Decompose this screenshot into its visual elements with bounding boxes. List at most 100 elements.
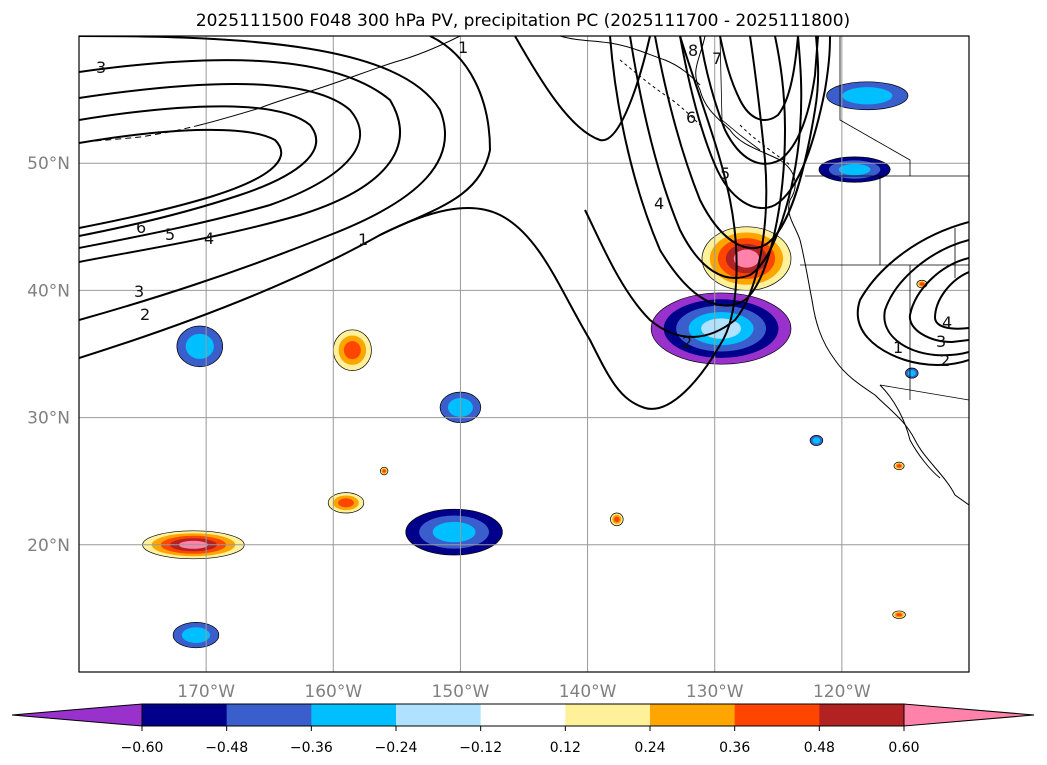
lon-label: 120°W	[813, 682, 871, 702]
colorbar-label: −0.12	[459, 740, 502, 756]
border-bc-yukon	[839, 36, 911, 176]
pv-contour-trough-8	[719, 36, 799, 121]
pv-contour-trough-7	[699, 36, 819, 165]
colorbar-label: −0.60	[121, 740, 164, 756]
lat-label: 30°N	[27, 409, 70, 429]
precip-shade	[907, 369, 916, 377]
precip-blob	[905, 367, 919, 379]
precip-blob	[172, 622, 220, 649]
colorbar-label: −0.24	[375, 740, 418, 756]
lat-label: 20°N	[27, 536, 70, 556]
map-background	[79, 36, 969, 672]
precip-blob	[332, 329, 372, 371]
gridlines	[79, 36, 969, 672]
precip-blob	[893, 461, 905, 471]
pv-label: 3	[134, 282, 144, 301]
precip-shade	[343, 341, 361, 360]
pv-contour-trough-4	[629, 36, 803, 279]
colorbar-extend-low	[11, 703, 143, 727]
lat-axis-labels: 50°N 40°N 30°N 20°N	[27, 154, 70, 556]
pv-contour-1	[79, 36, 738, 410]
colorbar-frame	[141, 703, 905, 727]
precip-shade	[613, 516, 620, 523]
colorbar-label: 0.12	[550, 740, 581, 756]
pv-contour-ridge-5	[79, 105, 317, 237]
pv-label: 4	[942, 313, 952, 332]
pv-contour-ridge-3	[79, 59, 401, 263]
precip-shade	[382, 469, 386, 473]
colorbar-swatch	[480, 704, 566, 726]
precip-blob	[892, 610, 906, 619]
colorbar-swatch	[819, 704, 905, 726]
colorbar: −0.60 −0.48 −0.36 −0.24 −0.12 0.12 0.24 0.36 0.4…	[11, 703, 1035, 756]
pv-label: 6	[686, 108, 696, 127]
pv-contour-east-3	[908, 257, 969, 344]
colorbar-label: −0.36	[290, 740, 333, 756]
pv-label: 1	[458, 38, 468, 57]
pv-contours	[79, 36, 969, 410]
precip-shade	[919, 282, 925, 286]
coastline-alaska-peninsula	[199, 36, 461, 126]
pv-contour-trough-5	[654, 36, 820, 249]
coastline-alaska-gulf	[559, 36, 701, 86]
precip-shade	[733, 249, 760, 268]
colorbar-extend-high	[903, 703, 1035, 727]
lon-label: 160°W	[304, 682, 362, 702]
colorbar-swatch	[565, 704, 651, 726]
colorbar-label: 0.36	[719, 740, 750, 756]
colorbar-label: −0.48	[205, 740, 248, 756]
pv-label: 1	[893, 338, 903, 357]
pv-contour-east-2	[883, 239, 969, 357]
pv-label: 2	[140, 305, 150, 324]
political-borders	[719, 36, 969, 401]
precip-shade	[896, 613, 902, 617]
pv-contour-labels: 3 1 6 5 4 3 2 1 8 7 6 4 5 4 3 2 1 2	[96, 38, 952, 370]
precip-blob	[826, 81, 909, 111]
precip-shade	[181, 627, 211, 643]
lon-label: 140°W	[559, 682, 617, 702]
pv-label: 4	[204, 229, 214, 248]
precip-shade	[896, 464, 902, 468]
pv-contour-2	[79, 36, 446, 321]
colorbar-label: 0.60	[888, 740, 919, 756]
precip-blob	[327, 492, 365, 514]
lon-axis-labels: 170°W 160°W 150°W 140°W 130°W 120°W	[177, 682, 871, 702]
colorbar-swatch	[142, 704, 228, 726]
border-us-states	[800, 176, 969, 401]
precip-shade	[338, 498, 354, 508]
lat-label: 50°N	[27, 154, 70, 174]
precip-blob	[701, 226, 792, 291]
colorbar-label: 0.24	[634, 740, 665, 756]
colorbar-swatch	[311, 704, 397, 726]
precip-blob	[405, 508, 503, 556]
pv-contour-trough-6	[679, 36, 831, 210]
precip-shade	[812, 437, 821, 444]
pv-label: 7	[712, 49, 722, 68]
pv-label: 2	[682, 333, 692, 352]
pv-label: 5	[720, 164, 730, 183]
pv-contour-ridge-6	[79, 128, 283, 229]
coastline-baja	[879, 384, 941, 479]
colorbar-swatch	[734, 704, 820, 726]
pv-label: 3	[96, 58, 106, 77]
precip-blob	[818, 156, 891, 183]
precip-shade	[432, 521, 476, 543]
lon-label: 130°W	[686, 682, 744, 702]
precip-blob	[610, 512, 624, 527]
pv-label: 3	[936, 332, 946, 351]
colorbar-swatch	[226, 704, 312, 726]
precip-shade	[838, 163, 871, 176]
colorbar-label: 0.48	[804, 740, 835, 756]
colorbar-swatch	[650, 704, 736, 726]
pv-contour-east-4	[933, 271, 969, 330]
lon-label: 170°W	[177, 682, 235, 702]
precip-blob	[176, 325, 224, 368]
pv-label: 2	[940, 351, 950, 370]
lat-label: 40°N	[27, 281, 70, 301]
map-frame	[78, 35, 970, 673]
colorbar-swatch	[396, 704, 482, 726]
pv-label: 1	[358, 230, 368, 249]
pv-contour-trough-3	[609, 36, 787, 307]
pv-contour-1-ridge	[379, 36, 492, 236]
precip-shade	[842, 87, 893, 105]
